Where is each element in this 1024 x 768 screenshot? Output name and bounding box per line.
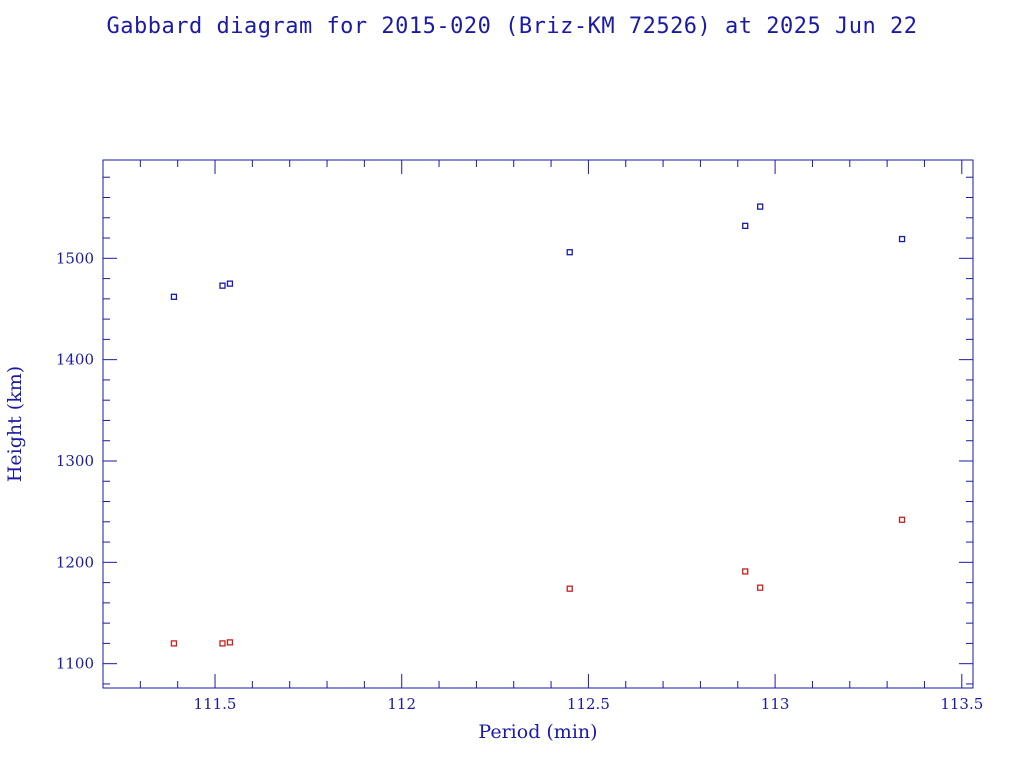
apogee-point <box>226 280 234 287</box>
data-points <box>170 203 906 647</box>
y-tick-label: 1200 <box>56 553 94 571</box>
perigee-point <box>566 585 573 592</box>
y-axis-label: Height (km) <box>4 366 26 482</box>
x-tick-label: 113.5 <box>940 695 983 713</box>
x-tick-label: 111.5 <box>194 695 237 713</box>
y-tick-label: 1100 <box>56 655 94 673</box>
y-tick-label: 1500 <box>56 249 94 267</box>
x-tick-label: 113 <box>761 695 790 713</box>
apogee-point <box>742 222 749 230</box>
apogee-point <box>219 282 226 289</box>
axes <box>102 159 974 689</box>
perigee-point <box>757 584 764 591</box>
tick-labels: 111.5 112 112.5 113 113.5 1100 1200 1300 1400 150… <box>56 249 983 713</box>
x-axis-label: Period (min) <box>478 721 597 743</box>
perigee-point <box>170 640 178 647</box>
perigee-point <box>219 640 226 647</box>
perigee-point <box>742 568 749 575</box>
apogee-point <box>566 249 573 256</box>
apogee-point <box>898 235 906 243</box>
x-tick-label: 112.5 <box>567 695 610 713</box>
perigee-point <box>898 516 906 523</box>
ticks <box>102 160 973 688</box>
plot-frame <box>102 159 974 689</box>
y-tick-label: 1400 <box>56 351 94 369</box>
apogee-point <box>170 293 178 300</box>
perigee-point <box>226 639 234 646</box>
y-tick-label: 1300 <box>56 452 94 470</box>
apogee-point <box>757 203 764 210</box>
chart-title: Gabbard diagram for 2015-020 (Briz-KM 72… <box>106 14 918 39</box>
x-tick-label: 112 <box>387 695 416 713</box>
